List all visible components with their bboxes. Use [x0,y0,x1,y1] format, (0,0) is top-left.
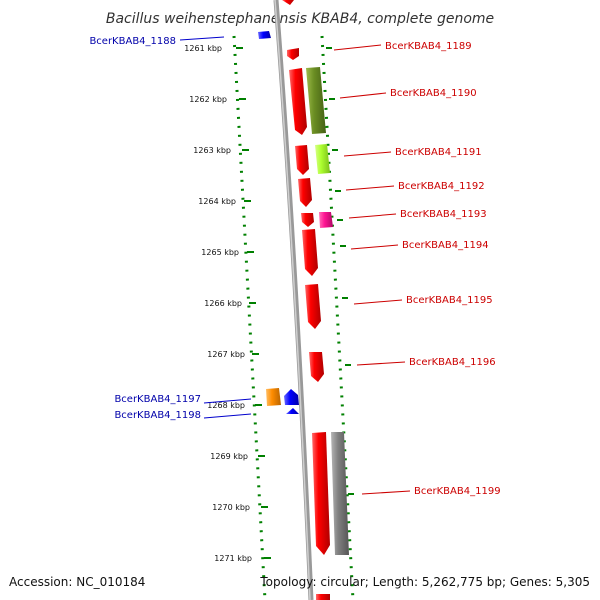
gene-label-bcerkbab4-1194[interactable]: BcerKBAB4_1194 [402,240,489,251]
gene-label-bcerkbab4-1189[interactable]: BcerKBAB4_1189 [385,41,472,52]
kbp-label: 1270 kbp [212,503,250,512]
leader-1188 [179,36,225,41]
gene-label-bcerkbab4-1192[interactable]: BcerKBAB4_1192 [398,181,485,192]
gene-partial-bottom[interactable] [316,594,330,600]
gene-label-bcerkbab4-1195[interactable]: BcerKBAB4_1195 [406,295,493,306]
gene-arrow-bcerkbab4-1198[interactable] [286,408,299,414]
gene-arrow-bcerkbab4-1188[interactable] [258,31,271,39]
genome-backbone [273,0,314,600]
cog-block-1190[interactable] [306,67,326,134]
gene-arrow-bcerkbab4-1192[interactable] [298,178,312,207]
kbp-label: 1267 kbp [207,350,245,359]
kbp-label: 1271 kbp [214,554,252,563]
gene-label-bcerkbab4-1188[interactable]: BcerKBAB4_1188 [89,36,176,47]
gene-label-bcerkbab4-1196[interactable]: BcerKBAB4_1196 [409,357,496,368]
kbp-label: 1269 kbp [210,452,248,461]
leader-1196 [356,361,406,366]
leader-1195 [353,299,403,305]
map-title: Bacillus weihenstephanensis KBAB4, compl… [106,11,494,27]
gene-label-bcerkbab4-1198[interactable]: BcerKBAB4_1198 [114,410,201,421]
kbp-label: 1261 kbp [184,44,222,53]
gene-label-bcerkbab4-1199[interactable]: BcerKBAB4_1199 [414,486,501,497]
cog-block-1191[interactable] [315,144,330,174]
left-tick-ring [232,35,267,600]
leader-1191 [343,151,392,157]
kbp-label: 1264 kbp [198,197,236,206]
leader-1192 [345,185,395,191]
leader-1193 [348,213,397,219]
cog-block-1199[interactable] [331,432,349,555]
cog-block-1197[interactable] [266,388,281,406]
gene-arrow-bcerkbab4-1195[interactable] [305,284,321,329]
kbp-scale: 1261 kbp 1262 kbp 1263 kbp 1264 kbp 1265… [184,44,271,563]
cog-block-1193[interactable] [319,212,333,228]
gene-arrow-bcerkbab4-1191[interactable] [295,145,309,175]
label-leader-lines [179,36,411,495]
leader-1198 [203,413,252,419]
gene-label-bcerkbab4-1197[interactable]: BcerKBAB4_1197 [114,394,201,405]
gene-label-bcerkbab4-1191[interactable]: BcerKBAB4_1191 [395,147,482,158]
gene-arrow-bcerkbab4-1193[interactable] [301,213,314,227]
gene-label-bcerkbab4-1190[interactable]: BcerKBAB4_1190 [390,88,477,99]
gene-arrow-bcerkbab4-1197[interactable] [284,389,299,405]
gene-arrow-bcerkbab4-1189[interactable] [287,48,299,60]
leader-1190 [339,92,387,99]
kbp-label: 1265 kbp [201,248,239,257]
gene-arrow-bcerkbab4-1194[interactable] [302,229,318,276]
leader-1189 [333,44,382,51]
gene-arrow-bcerkbab4-1199[interactable] [312,432,330,555]
leader-1197 [203,398,252,404]
right-ring-ticks [326,47,354,495]
gene-arrow-bcerkbab4-1196[interactable] [309,352,324,382]
gene-partial-top[interactable] [282,0,294,5]
leader-1199 [361,490,411,495]
genome-summary-text: Topology: circular; Length: 5,262,775 bp… [259,575,590,589]
leader-1194 [350,244,399,250]
kbp-label: 1266 kbp [204,299,242,308]
kbp-label: 1263 kbp [193,146,231,155]
gene-label-bcerkbab4-1193[interactable]: BcerKBAB4_1193 [400,209,487,220]
accession-text: Accession: NC_010184 [9,575,145,589]
gene-arrow-bcerkbab4-1190[interactable] [289,68,307,135]
kbp-label: 1268 kbp [207,401,245,410]
genome-backbone-highlight [274,0,311,600]
kbp-label: 1262 kbp [189,95,227,104]
